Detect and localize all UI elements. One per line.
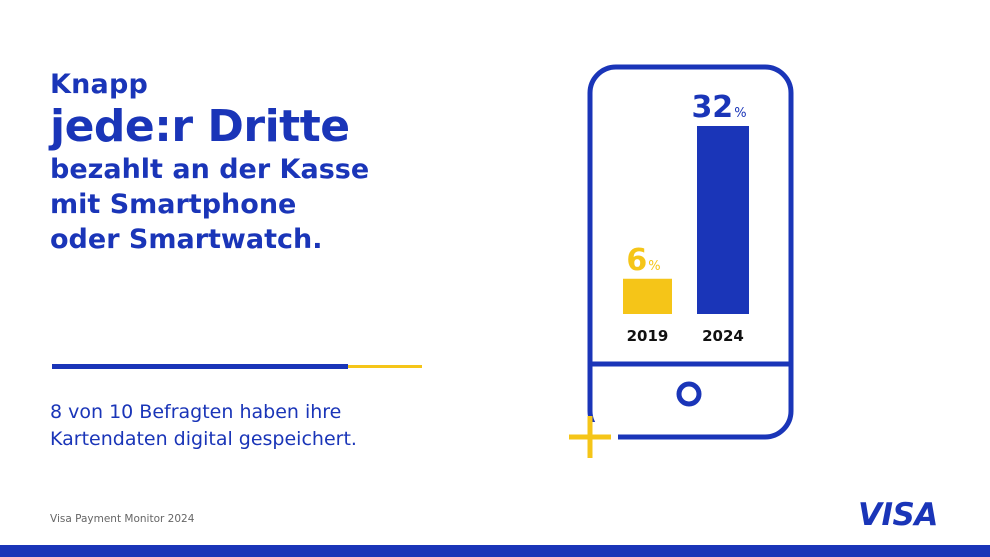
- bottom-bar: [0, 545, 990, 557]
- subtext-line-1: 8 von 10 Befragten haben ihre: [50, 401, 342, 423]
- visa-logo: VISA: [858, 497, 938, 533]
- headline-line-2: jede:r Dritte: [50, 101, 350, 152]
- bar-group: 6% 2019 32% 2024: [623, 90, 749, 345]
- value-label-2024: 32%: [691, 90, 746, 125]
- phone-home-button: [676, 381, 702, 407]
- source-note: Visa Payment Monitor 2024: [50, 513, 195, 525]
- subtext: 8 von 10 Befragten haben ihre Kartendate…: [50, 399, 357, 453]
- headline: Knapp jede:r Dritte bezahlt an der Kasse…: [50, 68, 369, 257]
- headline-line-1: Knapp: [50, 69, 149, 100]
- divider-blue: [52, 364, 348, 369]
- bar-2019: [623, 278, 672, 314]
- phone-outline: [587, 64, 794, 440]
- value-label-2019: 6%: [626, 243, 660, 278]
- bar-2024: [697, 126, 749, 314]
- divider-yellow: [348, 365, 422, 368]
- headline-line-5: oder Smartwatch.: [50, 224, 323, 255]
- headline-line-4: mit Smartphone: [50, 189, 297, 220]
- year-label-2019: 2019: [627, 327, 669, 345]
- headline-line-3: bezahlt an der Kasse: [50, 154, 370, 185]
- year-label-2024: 2024: [702, 327, 744, 345]
- subtext-line-2: Kartendaten digital gespeichert.: [50, 428, 357, 450]
